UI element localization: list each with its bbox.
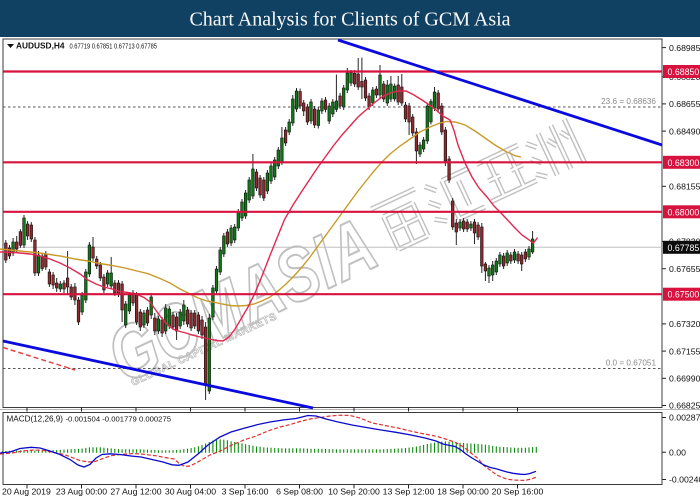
svg-text:-0.001504 -0.001779 0.000275: -0.001504 -0.001779 0.000275	[66, 414, 172, 423]
svg-text:23 Aug 00:00: 23 Aug 00:00	[56, 486, 107, 496]
svg-text:10 Sep 20:00: 10 Sep 20:00	[328, 486, 380, 496]
svg-text:0.67320: 0.67320	[669, 319, 700, 329]
svg-text:MACD(12,26,9): MACD(12,26,9)	[7, 415, 64, 424]
svg-text:0.00287: 0.00287	[669, 413, 700, 423]
svg-text:0.0 = 0.67051: 0.0 = 0.67051	[606, 359, 657, 368]
svg-text:0.68155: 0.68155	[669, 182, 700, 192]
svg-text:13 Sep 12:00: 13 Sep 12:00	[383, 486, 435, 496]
svg-text:0.68300: 0.68300	[668, 158, 700, 168]
svg-text:0.66990: 0.66990	[669, 374, 700, 384]
svg-text:18 Sep 00:00: 18 Sep 00:00	[437, 486, 489, 496]
svg-text:30 Aug 04:00: 30 Aug 04:00	[165, 486, 216, 496]
svg-text:Chart Analysis for Clients of: Chart Analysis for Clients of GCM Asia	[189, 9, 510, 31]
svg-text:0.68985: 0.68985	[669, 43, 700, 53]
svg-text:0.67719 0.67851 0.67713 0.6778: 0.67719 0.67851 0.67713 0.67785	[70, 43, 158, 50]
svg-text:0.68850: 0.68850	[668, 67, 700, 77]
svg-text:-0.002404: -0.002404	[669, 475, 700, 485]
svg-text:0.66825: 0.66825	[669, 401, 700, 411]
svg-text:20 Aug 2019: 20 Aug 2019	[2, 486, 51, 496]
svg-text:0.67655: 0.67655	[669, 264, 700, 274]
svg-text:0.67785: 0.67785	[668, 243, 700, 253]
svg-text:0.00: 0.00	[669, 447, 686, 457]
svg-text:27 Aug 12:00: 27 Aug 12:00	[110, 486, 161, 496]
svg-text:0.68000: 0.68000	[668, 207, 700, 217]
svg-text:0.67500: 0.67500	[668, 290, 700, 300]
svg-text:23.6 = 0.68636: 23.6 = 0.68636	[601, 97, 656, 106]
svg-text:0.67155: 0.67155	[669, 346, 700, 356]
svg-text:3 Sep 16:00: 3 Sep 16:00	[222, 486, 269, 496]
svg-text:AUDUSD,H4: AUDUSD,H4	[16, 42, 65, 51]
svg-text:0.68490: 0.68490	[669, 126, 700, 136]
svg-text:20 Sep 16:00: 20 Sep 16:00	[492, 486, 544, 496]
svg-text:6 Sep 08:00: 6 Sep 08:00	[276, 486, 323, 496]
svg-text:0.68655: 0.68655	[669, 99, 700, 109]
